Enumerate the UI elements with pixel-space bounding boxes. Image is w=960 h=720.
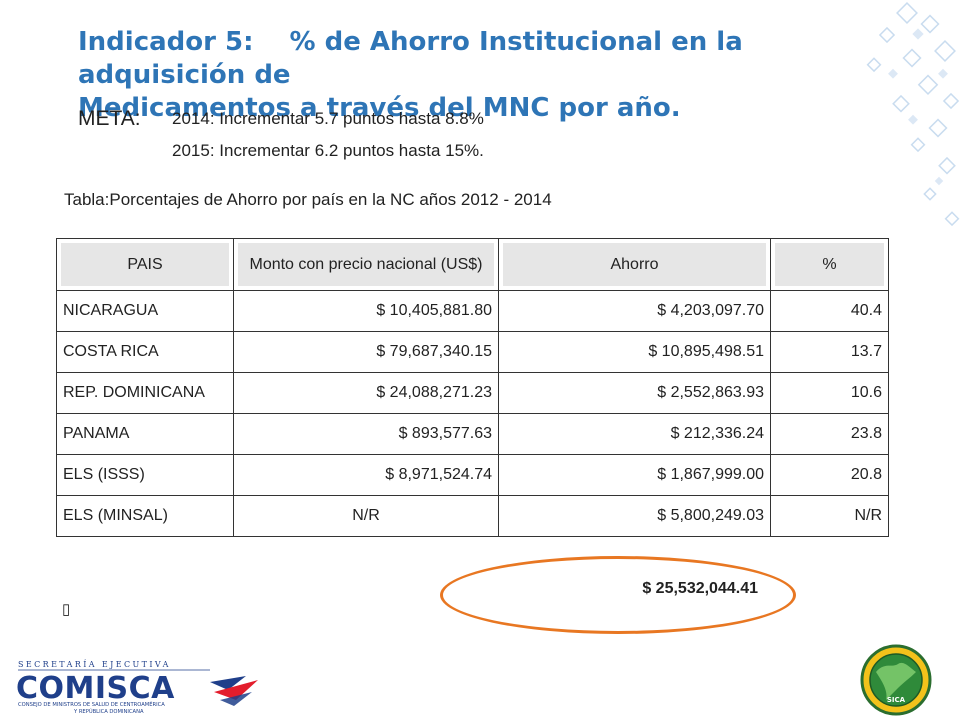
table-row: NICARAGUA $ 10,405,881.80 $ 4,203,097.70… xyxy=(56,290,889,332)
logo-sub2: Y REPÚBLICA DOMINICANA xyxy=(73,708,144,715)
cell-pct: 40.4 xyxy=(770,290,889,332)
meta-label: META: xyxy=(78,107,141,130)
table-header-row: PAIS Monto con precio nacional (US$) Aho… xyxy=(56,238,889,291)
cell-country: ELS (MINSAL) xyxy=(56,495,234,537)
meta-line-2015: 2015: Incrementar 6.2 puntos hasta 15%. xyxy=(172,141,484,160)
cell-pct: 20.8 xyxy=(770,454,889,496)
cell-pct: N/R xyxy=(770,495,889,537)
table-row: REP. DOMINICANA $ 24,088,271.23 $ 2,552,… xyxy=(56,372,889,414)
header-ahorro: Ahorro xyxy=(498,238,771,291)
cell-ahorro: $ 10,895,498.51 xyxy=(498,331,771,373)
cell-country: PANAMA xyxy=(56,413,234,455)
stray-mark: ▯ xyxy=(62,601,71,618)
cell-country: ELS (ISSS) xyxy=(56,454,234,496)
cell-monto: $ 8,971,524.74 xyxy=(233,454,499,496)
cell-monto: N/R xyxy=(233,495,499,537)
meta-line-2014: 2014: Incrementar 5.7 puntos hasta 8.8% xyxy=(172,109,484,128)
sica-seal-icon: SICA xyxy=(860,644,932,716)
cell-ahorro: $ 4,203,097.70 xyxy=(498,290,771,332)
cell-pct: 10.6 xyxy=(770,372,889,414)
cell-monto: $ 24,088,271.23 xyxy=(233,372,499,414)
cell-ahorro: $ 1,867,999.00 xyxy=(498,454,771,496)
table-caption: Tabla:Porcentajes de Ahorro por país en … xyxy=(64,190,552,209)
logo-name: COMISCA xyxy=(16,671,175,706)
table-row: PANAMA $ 893,577.63 $ 212,336.24 23.8 xyxy=(56,413,889,455)
title-line1: % de Ahorro Institucional en la adquisic… xyxy=(78,27,743,90)
table-row: ELS (ISSS) $ 8,971,524.74 $ 1,867,999.00… xyxy=(56,454,889,496)
cell-monto: $ 10,405,881.80 xyxy=(233,290,499,332)
decorative-squares xyxy=(866,2,960,227)
page-title: Indicador 5:% de Ahorro Institucional en… xyxy=(78,26,898,125)
header-monto: Monto con precio nacional (US$) xyxy=(233,238,499,291)
comisca-logo: SECRETARÍA EJECUTIVA COMISCA CONSEJO DE … xyxy=(16,660,258,715)
cell-pct: 23.8 xyxy=(770,413,889,455)
table-row: ELS (MINSAL) N/R $ 5,800,249.03 N/R xyxy=(56,495,889,537)
cell-country: NICARAGUA xyxy=(56,290,234,332)
table-row: COSTA RICA $ 79,687,340.15 $ 10,895,498.… xyxy=(56,331,889,373)
cell-ahorro: $ 2,552,863.93 xyxy=(498,372,771,414)
logo-top-text: SECRETARÍA EJECUTIVA xyxy=(18,660,171,669)
cell-ahorro: $ 212,336.24 xyxy=(498,413,771,455)
highlight-ellipse xyxy=(440,556,796,634)
cell-monto: $ 893,577.63 xyxy=(233,413,499,455)
header-pais: PAIS xyxy=(56,238,234,291)
title-line2: Medicamentos a través del MNC por año. xyxy=(78,93,681,123)
cell-country: COSTA RICA xyxy=(56,331,234,373)
cell-pct: 13.7 xyxy=(770,331,889,373)
seal-name: SICA xyxy=(887,696,906,704)
cell-country: REP. DOMINICANA xyxy=(56,372,234,414)
logo-ribbon-icon xyxy=(210,676,258,706)
header-pct: % xyxy=(770,238,889,291)
cell-ahorro: $ 5,800,249.03 xyxy=(498,495,771,537)
cell-monto: $ 79,687,340.15 xyxy=(233,331,499,373)
logo-sub1: CONSEJO DE MINISTROS DE SALUD DE CENTROA… xyxy=(18,700,165,708)
title-indicator: Indicador 5: xyxy=(78,27,254,57)
savings-table: PAIS Monto con precio nacional (US$) Aho… xyxy=(56,238,889,537)
